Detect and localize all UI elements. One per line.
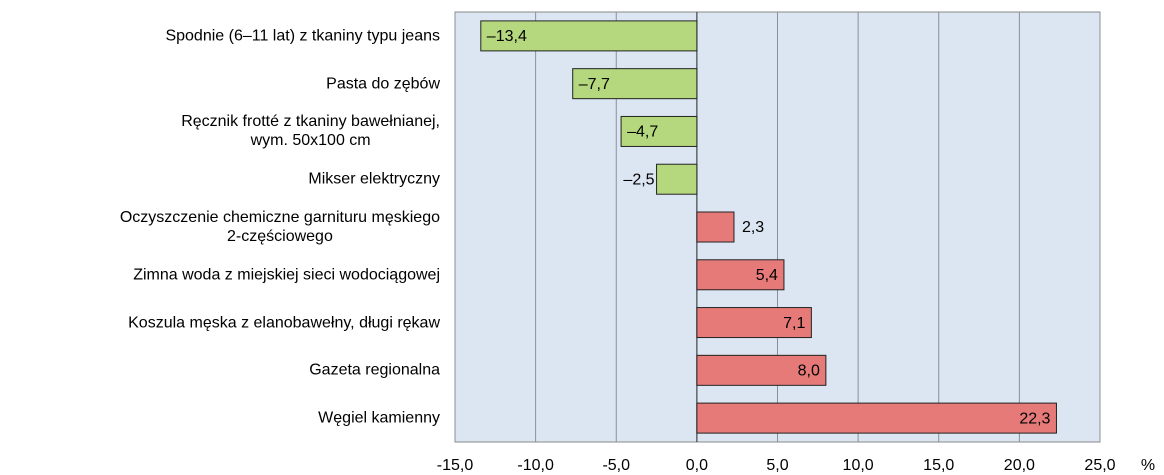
x-tick-label: 25,0 <box>1084 457 1115 474</box>
bar <box>696 354 827 386</box>
value-label: 8,0 <box>798 363 820 380</box>
bar <box>696 211 735 243</box>
value-label: 22,3 <box>1019 410 1050 427</box>
category-label: Ręcznik frotté z tkaniny bawełnianej, wy… <box>181 113 440 150</box>
value-label: 7,1 <box>783 315 805 332</box>
value-label: –4,7 <box>627 124 658 141</box>
x-tick-label: 10,0 <box>843 457 874 474</box>
category-label: Koszula męska z elanobawełny, długi ręka… <box>128 314 440 332</box>
category-label: Zimna woda z miejskiej sieci wodociągowe… <box>133 266 440 284</box>
x-tick-label: 5,0 <box>766 457 788 474</box>
x-tick-label: 15,0 <box>923 457 954 474</box>
category-label: Pasta do zębów <box>326 75 440 93</box>
bar <box>480 20 698 52</box>
category-label: Gazeta regionalna <box>309 361 440 379</box>
category-label: Węgiel kamienny <box>318 409 440 427</box>
value-label: –2,5 <box>623 171 654 188</box>
category-label: Oczyszczenie chemiczne garnituru męskieg… <box>119 209 440 245</box>
category-label: Spodnie (6–11 lat) z tkaniny typu jeans <box>165 27 440 45</box>
bar <box>620 115 698 147</box>
bar <box>696 402 1057 434</box>
value-label: –7,7 <box>579 76 610 93</box>
x-axis-label: % <box>1141 457 1155 474</box>
x-tick-label: -10,0 <box>517 457 554 474</box>
x-tick-label: -5,0 <box>602 457 630 474</box>
bar <box>696 307 812 339</box>
x-tick-label: 20,0 <box>1004 457 1035 474</box>
x-tick-label: -15,0 <box>437 457 474 474</box>
bar <box>656 163 698 195</box>
x-tick-label: 0,0 <box>686 457 708 474</box>
value-label: 2,3 <box>742 219 764 236</box>
category-label: Mikser elektryczny <box>308 170 440 188</box>
bar <box>696 259 785 291</box>
value-label: –13,4 <box>487 28 527 45</box>
bar <box>572 68 698 100</box>
value-label: 5,4 <box>756 267 778 284</box>
